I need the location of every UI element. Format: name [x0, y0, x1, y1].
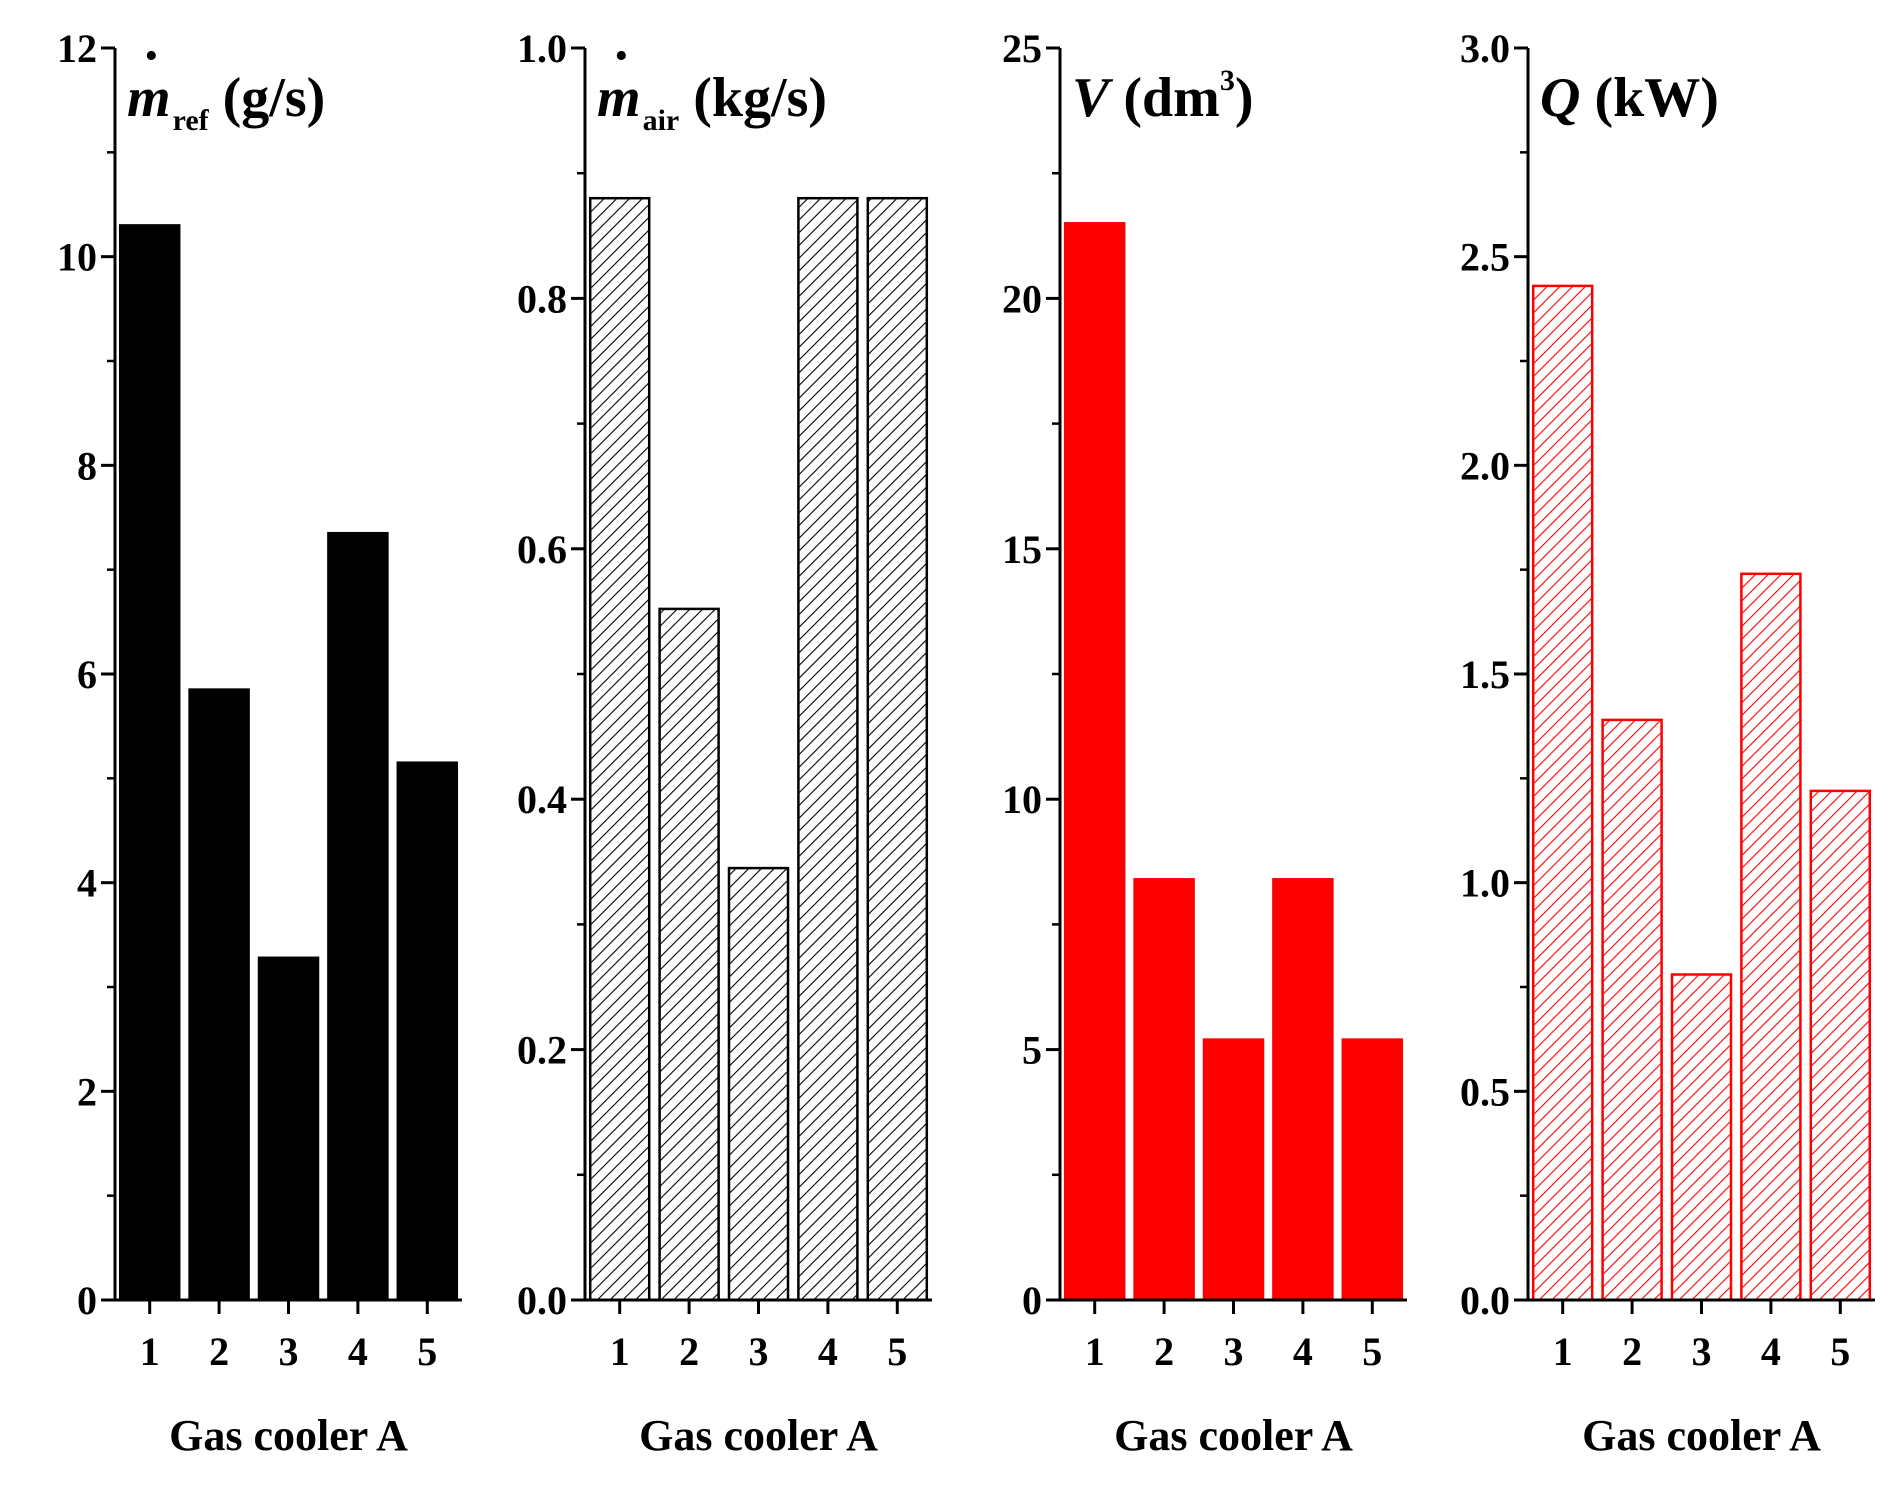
x-tick-label: 5	[417, 1329, 437, 1374]
x-tick-label: 1	[610, 1329, 630, 1374]
title-symbol: Q	[1540, 67, 1580, 129]
y-tick-label: 1.0	[1460, 861, 1510, 906]
x-tick-label: 2	[1622, 1329, 1642, 1374]
x-axis-label: Gas cooler A	[169, 1411, 408, 1460]
title-unit: (dm	[1123, 67, 1219, 129]
x-axis-label: Gas cooler A	[639, 1411, 878, 1460]
y-tick-label: 15	[1002, 527, 1042, 572]
bar-2	[188, 688, 250, 1302]
bar-5	[866, 196, 929, 1302]
bar-3	[727, 866, 790, 1302]
x-tick-label: 4	[1761, 1329, 1781, 1374]
bar-2	[1133, 878, 1195, 1302]
x-tick-label: 5	[1362, 1329, 1382, 1374]
bar-1	[1063, 222, 1126, 1302]
y-tick-label: 0.0	[517, 1278, 567, 1323]
y-tick-label: 8	[77, 443, 97, 488]
bar-2	[1601, 718, 1663, 1302]
y-tick-label: 10	[57, 235, 97, 280]
panel-title: mair (kg/s)	[597, 67, 827, 137]
y-tick-label: 12	[57, 26, 97, 71]
x-tick-label: 3	[1692, 1329, 1712, 1374]
x-axis-label: Gas cooler A	[1582, 1411, 1821, 1460]
x-tick-label: 1	[1553, 1329, 1573, 1374]
x-tick-label: 4	[818, 1329, 838, 1374]
y-tick-label: 2.0	[1460, 443, 1510, 488]
title-dot-accent: ·	[142, 25, 161, 87]
y-tick-label: 20	[1002, 276, 1042, 321]
y-tick-label: 0.5	[1460, 1069, 1510, 1114]
y-tick-label: 0.2	[517, 1028, 567, 1073]
title-dot-accent: ·	[612, 25, 631, 87]
title-subscript: air	[643, 104, 680, 137]
bar-4	[797, 196, 859, 1302]
x-axis-label: Gas cooler A	[1114, 1411, 1353, 1460]
y-tick-label: 1.0	[517, 26, 567, 71]
x-tick-label: 5	[887, 1329, 907, 1374]
bar-3	[257, 956, 320, 1302]
y-tick-label: 0.4	[517, 777, 567, 822]
title-superscript: 3	[1220, 64, 1235, 97]
bar-2	[658, 607, 720, 1302]
y-tick-label: 5	[1022, 1028, 1042, 1073]
title-unit: (kg/s)	[693, 67, 827, 129]
y-tick-label: 10	[1002, 777, 1042, 822]
x-tick-label: 4	[1293, 1329, 1313, 1374]
y-tick-label: 0.0	[1460, 1278, 1510, 1323]
x-tick-label: 3	[279, 1329, 299, 1374]
title-symbol: m	[597, 67, 641, 129]
y-tick-label: 0.8	[517, 276, 567, 321]
y-tick-label: 0	[1022, 1278, 1042, 1323]
x-tick-label: 3	[749, 1329, 769, 1374]
x-tick-label: 1	[140, 1329, 160, 1374]
panel-title: mref (g/s)	[127, 67, 325, 137]
x-tick-label: 1	[1085, 1329, 1105, 1374]
panel-title: Q (kW)	[1540, 67, 1719, 129]
title-unit-close: )	[1235, 67, 1254, 129]
x-tick-label: 2	[1154, 1329, 1174, 1374]
title-unit: (g/s)	[223, 67, 326, 129]
x-tick-label: 3	[1224, 1329, 1244, 1374]
bar-1	[118, 224, 181, 1302]
y-tick-label: 4	[77, 861, 97, 906]
y-tick-label: 0	[77, 1278, 97, 1323]
y-tick-label: 1.5	[1460, 652, 1510, 697]
y-tick-label: 25	[1002, 26, 1042, 71]
bar-3	[1202, 1038, 1265, 1302]
x-tick-label: 4	[348, 1329, 368, 1374]
y-tick-label: 0.6	[517, 527, 567, 572]
bar-4	[327, 531, 389, 1302]
y-tick-label: 2	[77, 1069, 97, 1114]
title-subscript: ref	[173, 104, 210, 137]
bar-5	[396, 761, 459, 1302]
x-tick-label: 5	[1830, 1329, 1850, 1374]
y-tick-label: 3.0	[1460, 26, 1510, 71]
title-symbol: V	[1072, 67, 1114, 129]
title-symbol: m	[127, 67, 171, 129]
bar-1	[588, 196, 651, 1302]
bar-4	[1272, 878, 1334, 1302]
bar-5	[1809, 789, 1872, 1302]
title-unit: (kW)	[1594, 67, 1718, 129]
x-tick-label: 2	[209, 1329, 229, 1374]
bar-1	[1531, 284, 1594, 1302]
x-tick-label: 2	[679, 1329, 699, 1374]
y-tick-label: 6	[77, 652, 97, 697]
bar-5	[1341, 1038, 1404, 1302]
bar-3	[1670, 973, 1733, 1302]
y-tick-label: 2.5	[1460, 235, 1510, 280]
panel-title: V (dm3)	[1072, 64, 1253, 129]
bar-4	[1740, 572, 1802, 1302]
